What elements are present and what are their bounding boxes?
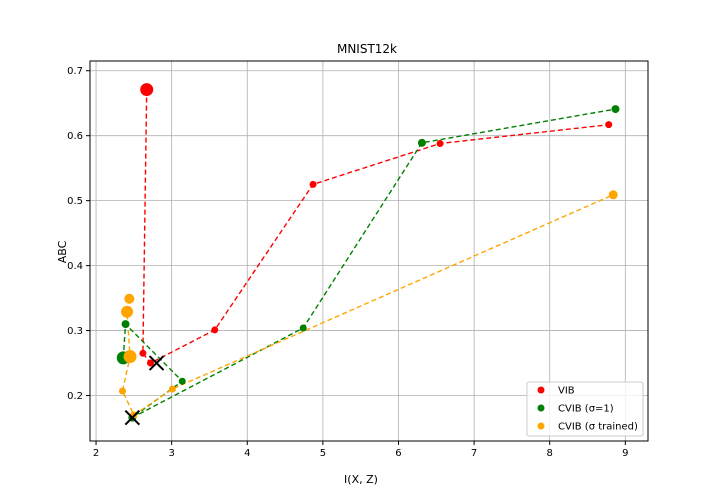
- series-0-point: [436, 139, 444, 147]
- series-2-point: [608, 190, 618, 200]
- y-tick-label: 0.4: [67, 261, 83, 272]
- x-marker: [124, 409, 141, 426]
- legend-marker: [537, 422, 545, 430]
- x-tick-label: 9: [622, 448, 628, 459]
- series-2-point: [119, 387, 127, 395]
- legend-label: CVIB (σ trained): [558, 422, 638, 433]
- series-1-point: [417, 138, 426, 147]
- series-0-point: [139, 349, 147, 357]
- series-0-point: [211, 326, 219, 334]
- legend-marker: [537, 404, 545, 412]
- legend-box: [526, 381, 644, 437]
- x-tick-label: 3: [168, 448, 174, 459]
- points-layer: [116, 83, 620, 422]
- y-tick-label: 0.5: [67, 196, 83, 207]
- lines-layer: [121, 89, 616, 419]
- x-tick-label: 5: [320, 448, 326, 459]
- x-marker: [148, 355, 165, 371]
- x-tick-label: 8: [547, 448, 553, 459]
- markers-layer: [124, 355, 165, 426]
- series-2-point: [123, 350, 137, 364]
- series-line-0: [142, 89, 609, 364]
- x-tick-label: 6: [395, 448, 401, 459]
- legend-label: VIB: [558, 386, 575, 397]
- x-axis-label: I(X, Z): [344, 473, 378, 486]
- legend: VIB CVIB (σ=1) CVIB (σ trained): [526, 381, 644, 437]
- series-1-point: [178, 377, 186, 385]
- chart-title: MNIST12k: [337, 42, 397, 56]
- ticks-layer: 2 3 4 5 6 7 8 9 0.2 0.3 0.4 0.5 0.6 0.7: [67, 66, 628, 459]
- series-line-1: [122, 108, 616, 419]
- series-0-point: [140, 83, 154, 97]
- legend-marker: [537, 386, 545, 394]
- grid-layer: [90, 61, 648, 441]
- legend-label: CVIB (σ=1): [558, 404, 614, 415]
- y-tick-label: 0.2: [67, 391, 83, 402]
- x-tick-label: 7: [471, 448, 477, 459]
- series-1-point: [611, 105, 620, 114]
- series-2-point: [124, 293, 135, 304]
- series-2-point: [168, 385, 176, 393]
- series-0-point: [309, 180, 317, 188]
- x-tick-label: 4: [244, 448, 250, 459]
- series-2-point: [121, 305, 134, 318]
- y-tick-label: 0.6: [67, 131, 83, 142]
- y-tick-label: 0.3: [67, 326, 83, 337]
- series-1-point: [121, 320, 130, 329]
- y-axis-label: ABC: [56, 240, 69, 263]
- plot-frame: [89, 60, 649, 442]
- x-tick-label: 2: [93, 448, 99, 459]
- series-0-point: [605, 121, 613, 129]
- y-tick-label: 0.7: [67, 66, 83, 77]
- series-1-point: [299, 324, 307, 332]
- series-0-point: [146, 359, 154, 367]
